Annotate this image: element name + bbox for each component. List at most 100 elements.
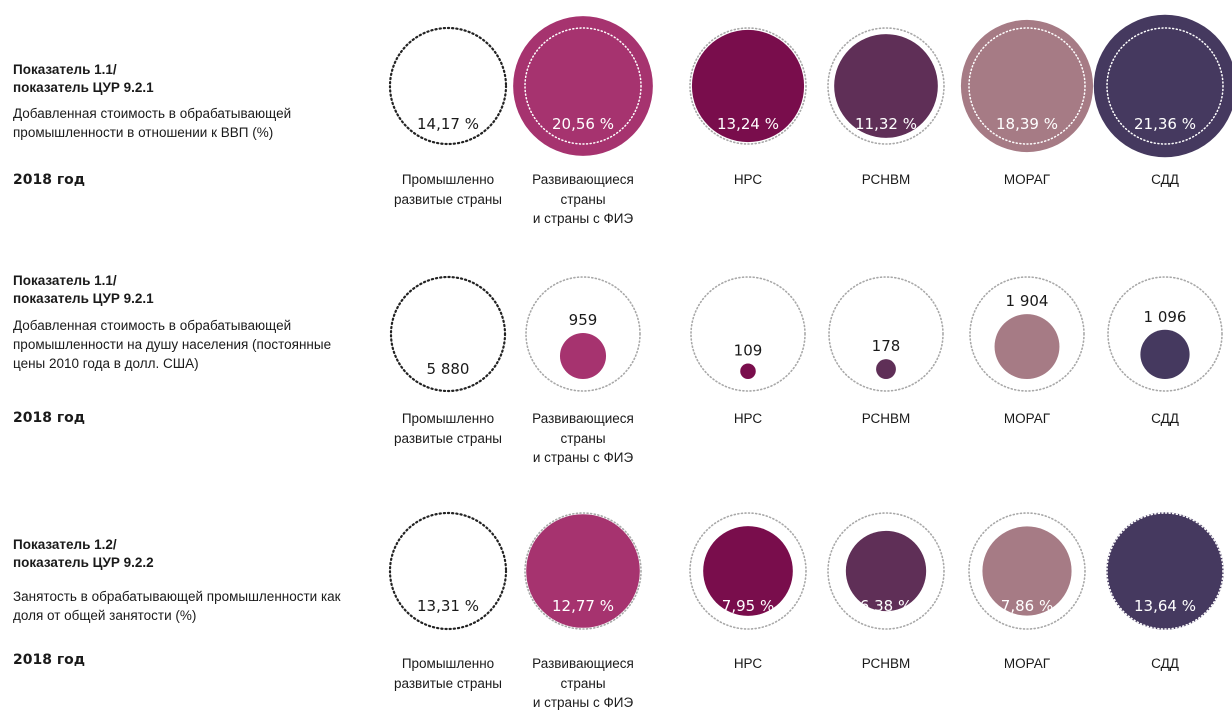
reference-guide xyxy=(524,512,642,630)
category-label: Промышленно развитые страны xyxy=(393,172,503,207)
indicator-title: Показатель 1.1/ показатель ЦУР 9.2.1 xyxy=(13,62,154,95)
bubble-1: 959 xyxy=(525,276,641,392)
bubble-4: 1 904 xyxy=(969,276,1085,392)
value-bubble xyxy=(1106,512,1224,630)
value-bubble xyxy=(559,332,607,379)
reference-guide xyxy=(525,276,641,392)
indicator-description: Добавленная стоимость в обрабатывающей п… xyxy=(13,106,292,140)
category-label: Развивающиеся страны и страны с ФИЭ xyxy=(532,172,634,226)
value-label: 1 096 xyxy=(1144,308,1187,326)
value-label: 6,38 % xyxy=(860,597,912,615)
value-label: 13,64 % xyxy=(1134,597,1196,615)
value-label: 13,31 % xyxy=(417,597,479,615)
value-bubble xyxy=(1093,14,1232,158)
indicator-description: Добавленная стоимость в обрабатывающей п… xyxy=(13,318,332,371)
category-label: НРС xyxy=(733,172,763,187)
value-label: 109 xyxy=(734,341,763,359)
value-bubble xyxy=(513,16,653,156)
category-label: МОРАГ xyxy=(1003,172,1051,187)
year-label: 2018 год xyxy=(13,652,86,668)
bubble-5: 21,36 % xyxy=(1093,14,1232,158)
bubble-row: 14,17 % 20,56 % 13,24 % 11,32 % 18,39 % 21,36… xyxy=(388,14,1232,158)
bubble-4: 7,86 % xyxy=(968,512,1086,630)
category-label: НРС xyxy=(733,411,763,426)
bubble-3: 6,38 % xyxy=(827,512,945,630)
category-label: Развивающиеся страны и страны с ФИЭ xyxy=(532,411,634,465)
reference-guide-inner xyxy=(524,27,642,145)
indicator-description: Занятость в обрабатывающей промышленност… xyxy=(13,589,341,623)
bubble-4: 18,39 % xyxy=(960,19,1094,153)
value-bubble xyxy=(703,526,793,616)
panel-mva-gdp-share: Показатель 1.1/ показатель ЦУР 9.2.1 Доб… xyxy=(0,0,1232,240)
bubble-0: 5 880 xyxy=(389,275,507,393)
value-label: 959 xyxy=(569,311,598,329)
value-label: 20,56 % xyxy=(552,115,614,133)
bubble-5: 1 096 xyxy=(1107,276,1223,392)
bubble-0: 13,31 % xyxy=(388,511,508,631)
value-bubble xyxy=(1140,329,1190,379)
value-label: 7,95 % xyxy=(722,597,774,615)
reference-guide xyxy=(1107,276,1223,392)
category-label: МОРАГ xyxy=(1003,656,1051,671)
bubble-2: 13,24 % xyxy=(689,27,807,145)
category-label: СДД xyxy=(1151,172,1179,187)
reference-guide xyxy=(689,512,807,630)
reference-guide xyxy=(690,276,806,392)
reference-bubble xyxy=(388,511,508,631)
value-bubble xyxy=(526,514,640,628)
category-label: СДД xyxy=(1151,411,1179,426)
reference-bubble xyxy=(388,26,508,146)
indicator-title: Показатель 1.1/ показатель ЦУР 9.2.1 xyxy=(13,273,154,306)
reference-guide xyxy=(828,276,944,392)
bubble-0: 14,17 % xyxy=(388,26,508,146)
value-bubble xyxy=(845,530,927,612)
value-label: 1 904 xyxy=(1006,292,1049,310)
value-bubble xyxy=(960,19,1094,153)
value-label: 21,36 % xyxy=(1134,115,1196,133)
bubble-1: 20,56 % xyxy=(513,16,653,156)
bubble-row: 13,31 % 12,77 % 7,95 % 6,38 % 7,86 % 13,64 % xyxy=(388,511,1224,631)
category-label: РСНВМ xyxy=(861,411,911,426)
value-label: 5 880 xyxy=(427,360,470,378)
value-bubble xyxy=(994,314,1060,379)
reference-guide xyxy=(689,27,807,145)
bubble-row: 5 880 959 109 178 1 904 1 096 xyxy=(389,275,1223,393)
value-bubble xyxy=(691,29,805,143)
bubble-3: 11,32 % xyxy=(827,27,945,145)
value-label: 178 xyxy=(872,337,901,355)
indicator-title: Показатель 1.2/ показатель ЦУР 9.2.2 xyxy=(13,537,154,570)
year-label: 2018 год xyxy=(13,172,86,188)
reference-guide xyxy=(827,512,945,630)
value-label: 7,86 % xyxy=(1001,597,1053,615)
category-label: РСНВМ xyxy=(861,172,911,187)
year-label: 2018 год xyxy=(13,410,86,426)
value-bubble xyxy=(982,526,1072,616)
bubble-2: 7,95 % xyxy=(689,512,807,630)
panel-employment-share: Показатель 1.2/ показатель ЦУР 9.2.2 Зан… xyxy=(0,473,1232,713)
bubble-3: 178 xyxy=(828,276,944,392)
value-label: 14,17 % xyxy=(417,115,479,133)
category-label: Промышленно развитые страны xyxy=(393,411,503,446)
value-bubble xyxy=(740,363,756,379)
value-bubble xyxy=(834,34,938,138)
category-label: РСНВМ xyxy=(861,656,911,671)
reference-guide xyxy=(968,512,1086,630)
reference-guide-inner xyxy=(1106,512,1224,630)
reference-guide-inner xyxy=(968,27,1086,145)
panel-mva-per-capita: Показатель 1.1/ показатель ЦУР 9.2.1 Доб… xyxy=(0,238,1232,478)
bubble-5: 13,64 % xyxy=(1106,512,1224,630)
value-label: 11,32 % xyxy=(855,115,917,133)
value-label: 12,77 % xyxy=(552,597,614,615)
category-label: МОРАГ xyxy=(1003,411,1051,426)
value-bubble xyxy=(876,359,896,379)
reference-bubble xyxy=(389,275,507,393)
reference-guide xyxy=(969,276,1085,392)
category-label: Развивающиеся страны и страны с ФИЭ xyxy=(532,656,634,710)
value-label: 13,24 % xyxy=(717,115,779,133)
category-label: Промышленно развитые страны xyxy=(393,656,503,691)
bubble-2: 109 xyxy=(690,276,806,392)
value-label: 18,39 % xyxy=(996,115,1058,133)
category-label: НРС xyxy=(733,656,763,671)
category-label: СДД xyxy=(1151,656,1179,671)
reference-guide-inner xyxy=(1106,27,1224,145)
